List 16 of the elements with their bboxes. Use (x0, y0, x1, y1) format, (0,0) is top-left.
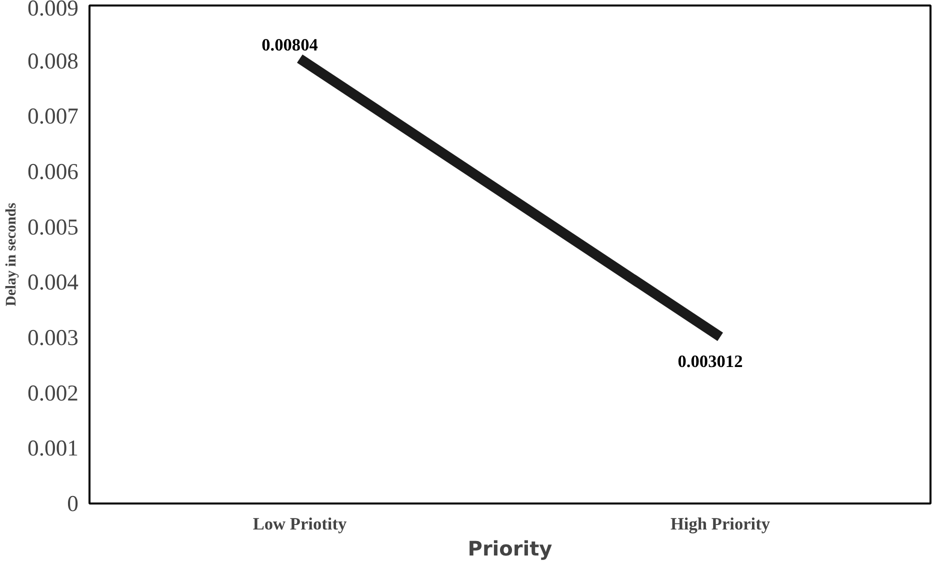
y-tick-label: 0.001 (28, 436, 79, 461)
x-axis-title: Priority (468, 536, 552, 560)
x-tick-label: High Priority (670, 514, 770, 534)
y-tick-label: 0 (67, 491, 78, 516)
y-tick-label: 0.008 (28, 48, 79, 74)
y-tick-label: 0.005 (28, 214, 79, 240)
y-axis-title: Delay in seconds (4, 202, 20, 306)
x-tick-label: Low Priotity (252, 514, 348, 534)
y-tick-label: 0.007 (28, 104, 79, 129)
y-tick-label: 0.009 (28, 0, 79, 20)
data-label: 0.003012 (678, 352, 743, 371)
data-label: 0.00804 (262, 36, 318, 55)
y-tick-label: 0.002 (28, 380, 79, 406)
y-tick-label: 0.004 (28, 270, 79, 295)
y-tick-label: 0.003 (28, 325, 79, 350)
y-tick-label: 0.006 (28, 159, 79, 184)
